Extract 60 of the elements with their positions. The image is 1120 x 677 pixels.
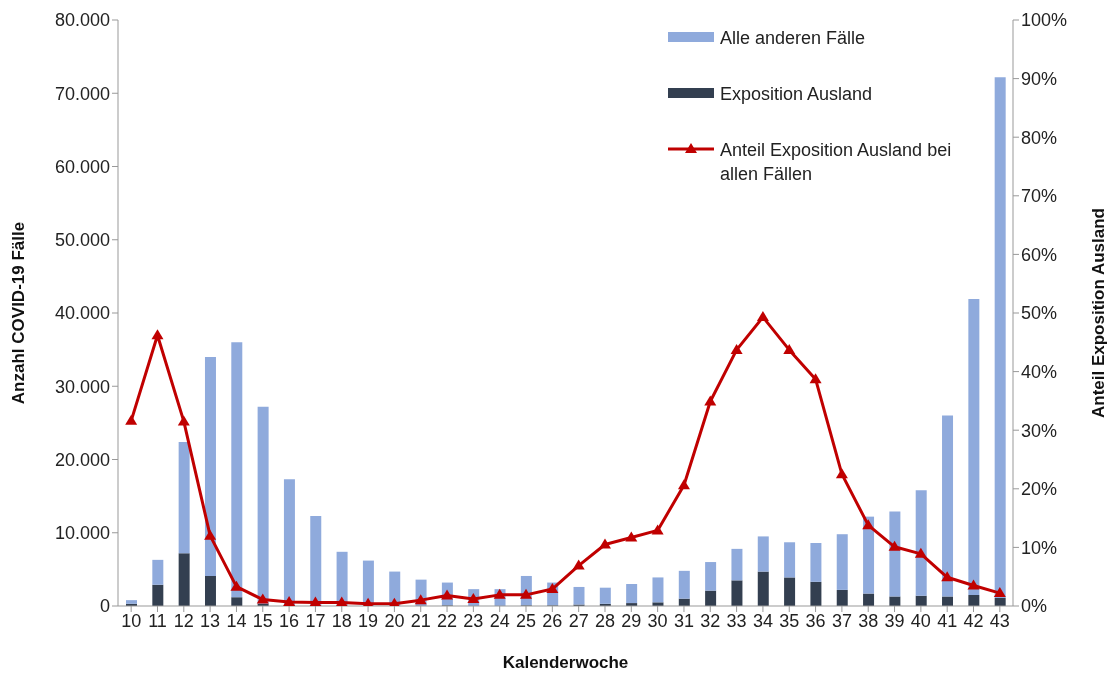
- x-tick-label: 15: [252, 610, 273, 631]
- x-tick-label: 12: [173, 610, 194, 631]
- y-tick-label: 60.000: [54, 156, 110, 177]
- y2-tick-label: 40%: [1021, 361, 1058, 382]
- x-tick-label: 17: [305, 610, 326, 631]
- y-tick-label: 30.000: [54, 376, 110, 397]
- x-tick-label: 35: [779, 610, 800, 631]
- x-tick-label: 34: [752, 610, 773, 631]
- x-tick-label: 26: [542, 610, 563, 631]
- x-tick-label: 22: [437, 610, 458, 631]
- x-tick-label: 37: [831, 610, 852, 631]
- x-tick-label: 11: [148, 610, 167, 631]
- x-tick-label: 29: [621, 610, 642, 631]
- legend-label: Exposition Ausland: [720, 83, 873, 106]
- x-tick-label: 40: [910, 610, 931, 631]
- x-tick-label: 13: [200, 610, 221, 631]
- y2-tick-label: 60%: [1021, 244, 1058, 265]
- y-tick-label: 0: [99, 596, 110, 617]
- y2-tick-label: 50%: [1021, 303, 1058, 324]
- x-tick-label: 25: [516, 610, 537, 631]
- x-tick-label: 21: [410, 610, 431, 631]
- y2-tick-label: 0%: [1021, 596, 1048, 617]
- y2-tick-label: 100%: [1021, 10, 1068, 31]
- x-tick-label: 30: [647, 610, 668, 631]
- x-tick-label: 39: [884, 610, 905, 631]
- x-tick-label: 33: [726, 610, 747, 631]
- y2-tick-label: 70%: [1021, 186, 1058, 207]
- y-tick-label: 50.000: [54, 230, 110, 251]
- y2-tick-label: 80%: [1021, 127, 1058, 148]
- x-tick-label: 32: [700, 610, 721, 631]
- x-axis-title: Kalenderwoche: [502, 653, 629, 672]
- x-tick-label: 41: [937, 610, 958, 631]
- legend-label: Anteil Exposition Ausland bei allen Fällen: [720, 139, 953, 186]
- x-tick-label: 36: [805, 610, 826, 631]
- y2-tick-label: 10%: [1021, 537, 1058, 558]
- x-tick-label: 23: [463, 610, 484, 631]
- y-tick-label: 10.000: [54, 523, 110, 544]
- legend-label: Alle anderen Fälle: [720, 27, 866, 50]
- x-tick-label: 31: [673, 610, 694, 631]
- y-tick-label: 70.000: [54, 83, 110, 104]
- x-tick-label: 28: [594, 610, 615, 631]
- x-tick-label: 20: [384, 610, 405, 631]
- x-tick-label: 43: [989, 610, 1010, 631]
- y-tick-label: 80.000: [54, 10, 110, 31]
- y-axis-title: Anzahl COVID-19 Fälle: [9, 221, 29, 405]
- x-tick-label: 10: [121, 610, 142, 631]
- x-tick-label: 19: [358, 610, 379, 631]
- x-tick-label: 16: [279, 610, 300, 631]
- x-tick-label: 18: [331, 610, 352, 631]
- y2-tick-label: 30%: [1021, 420, 1058, 441]
- y2-tick-label: 20%: [1021, 479, 1058, 500]
- x-tick-label: 27: [568, 610, 589, 631]
- x-tick-label: 24: [489, 610, 510, 631]
- y2-tick-label: 90%: [1021, 68, 1058, 89]
- y-tick-label: 20.000: [54, 449, 110, 470]
- x-tick-label: 14: [226, 610, 247, 631]
- x-tick-label: 42: [963, 610, 984, 631]
- y2-axis-title: Anteil Exposition Ausland: [1089, 208, 1109, 418]
- x-tick-label: 38: [858, 610, 879, 631]
- y-tick-label: 40.000: [54, 303, 110, 324]
